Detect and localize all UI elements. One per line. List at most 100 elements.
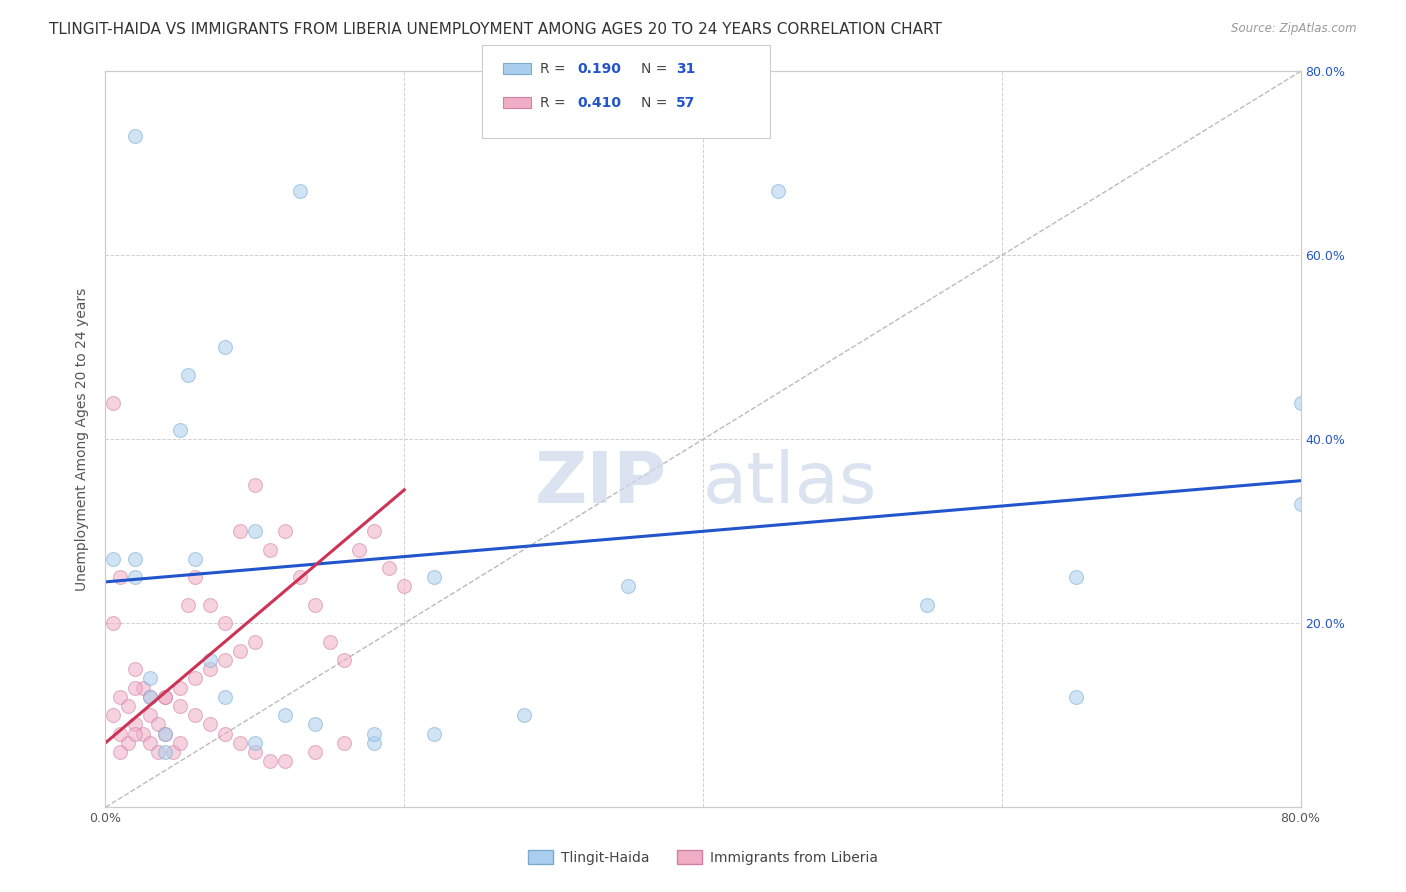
Point (110, 690, 132, 704)
Point (139, 736, 162, 750)
Point (162, 745, 184, 759)
Point (155, 726, 177, 740)
Point (259, 754, 281, 768)
Point (214, 616, 236, 631)
Point (229, 644, 252, 658)
Point (184, 708, 207, 723)
Point (229, 736, 252, 750)
Point (155, 726, 177, 740)
Point (184, 552, 207, 566)
Point (363, 736, 385, 750)
Text: R =: R = (540, 62, 569, 76)
Point (132, 681, 155, 695)
Point (169, 681, 191, 695)
Point (139, 690, 162, 704)
Point (124, 681, 146, 695)
Point (243, 745, 266, 759)
Point (198, 598, 221, 612)
Point (363, 726, 385, 740)
Point (915, 598, 938, 612)
Point (229, 524, 252, 539)
Point (198, 653, 221, 667)
Point (214, 340, 236, 354)
Point (423, 570, 446, 584)
Point (363, 524, 385, 539)
Text: 0.190: 0.190 (578, 62, 621, 76)
Legend: Tlingit-Haida, Immigrants from Liberia: Tlingit-Haida, Immigrants from Liberia (522, 845, 884, 871)
Point (124, 717, 146, 731)
Point (243, 736, 266, 750)
Point (273, 708, 295, 723)
Text: R =: R = (540, 95, 569, 110)
Point (124, 128, 146, 143)
Point (110, 570, 132, 584)
Point (288, 570, 311, 584)
Point (169, 736, 191, 750)
Point (155, 690, 177, 704)
Point (155, 745, 177, 759)
Text: TLINGIT-HAIDA VS IMMIGRANTS FROM LIBERIA UNEMPLOYMENT AMONG AGES 20 TO 24 YEARS : TLINGIT-HAIDA VS IMMIGRANTS FROM LIBERIA… (49, 22, 942, 37)
Point (513, 708, 536, 723)
Point (117, 699, 139, 714)
Point (117, 736, 139, 750)
Point (273, 524, 295, 539)
Point (124, 570, 146, 584)
Point (146, 745, 169, 759)
Text: atlas: atlas (703, 449, 877, 518)
Point (101, 616, 124, 631)
Point (146, 717, 169, 731)
Point (132, 726, 155, 740)
Text: ZIP: ZIP (534, 449, 666, 518)
Y-axis label: Unemployment Among Ages 20 to 24 years: Unemployment Among Ages 20 to 24 years (76, 288, 90, 591)
Point (288, 184, 311, 198)
Point (766, 184, 789, 198)
Text: Source: ZipAtlas.com: Source: ZipAtlas.com (1232, 22, 1357, 36)
Point (333, 736, 356, 750)
Text: 0.410: 0.410 (578, 95, 621, 110)
Point (243, 478, 266, 492)
Point (394, 580, 416, 594)
Point (139, 672, 162, 686)
Point (333, 653, 356, 667)
Point (423, 726, 446, 740)
Point (1066, 570, 1088, 584)
Point (184, 570, 207, 584)
Point (318, 634, 340, 648)
Text: N =: N = (641, 95, 672, 110)
Point (243, 634, 266, 648)
Point (176, 368, 198, 382)
Text: 57: 57 (676, 95, 696, 110)
Point (110, 726, 132, 740)
Point (198, 717, 221, 731)
Point (304, 717, 326, 731)
Point (124, 726, 146, 740)
Point (378, 561, 401, 575)
Point (184, 672, 207, 686)
Point (101, 395, 124, 409)
Point (273, 754, 295, 768)
Point (176, 598, 198, 612)
Point (155, 690, 177, 704)
Point (243, 524, 266, 539)
Point (139, 708, 162, 723)
Point (1289, 497, 1312, 511)
Point (198, 662, 221, 676)
Point (169, 423, 191, 437)
Point (139, 690, 162, 704)
Point (101, 708, 124, 723)
Point (1066, 690, 1088, 704)
Point (214, 690, 236, 704)
Point (101, 552, 124, 566)
Point (110, 745, 132, 759)
Point (169, 699, 191, 714)
Point (1289, 395, 1312, 409)
Text: 31: 31 (676, 62, 696, 76)
Point (214, 726, 236, 740)
Point (304, 598, 326, 612)
Text: N =: N = (641, 62, 672, 76)
Point (214, 653, 236, 667)
Point (259, 542, 281, 557)
Point (124, 552, 146, 566)
Point (349, 542, 371, 557)
Point (124, 662, 146, 676)
